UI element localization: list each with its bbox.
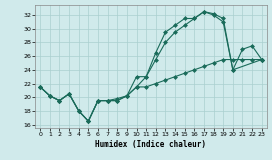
X-axis label: Humidex (Indice chaleur): Humidex (Indice chaleur)	[95, 140, 206, 149]
